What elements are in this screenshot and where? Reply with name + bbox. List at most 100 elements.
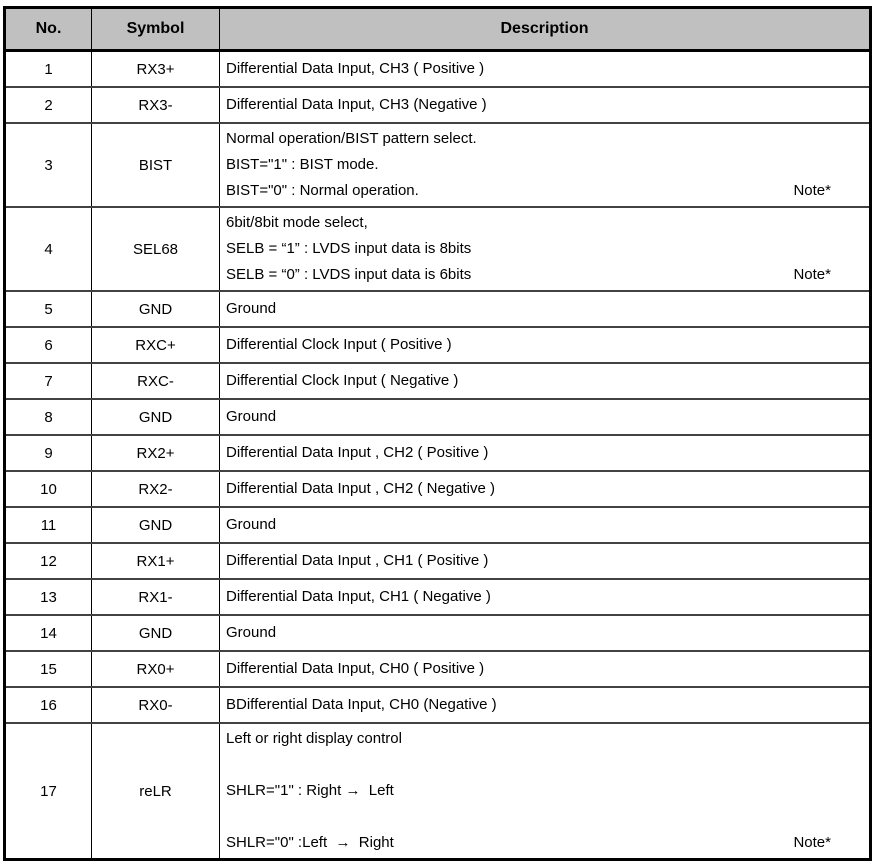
table-row: 1 RX3+ Differential Data Input, CH3 ( Po… [4, 49, 871, 88]
pin-symbol-cell: GND [91, 398, 220, 436]
description-text: Differential Data Input, CH0 ( Positive … [226, 660, 485, 677]
pin-symbol-cell: RXC+ [91, 326, 220, 364]
table-row: 17 reLR Left or right display control SH… [4, 722, 871, 861]
table-row: 7 RXC- Differential Clock Input ( Negati… [4, 362, 871, 400]
pin-description-cell: Differential Data Input , CH2 ( Negative… [219, 470, 871, 508]
note-label: Note* [793, 834, 831, 851]
description-line: BIST="0" : Normal operation. Note* [226, 178, 863, 204]
pin-number-cell: 13 [4, 578, 92, 616]
description-text: Ground [226, 408, 277, 425]
description-text: Differential Data Input , CH2 ( Positive… [226, 444, 489, 461]
description-line: Differential Clock Input ( Negative ) [226, 368, 863, 394]
table-row: 13 RX1- Differential Data Input, CH1 ( N… [4, 578, 871, 616]
column-header-no: No. [4, 7, 92, 52]
pin-symbol-cell: RX0+ [91, 650, 220, 688]
note-label: Note* [793, 266, 831, 283]
pin-symbol-cell: RX1- [91, 578, 220, 616]
description-line: Normal operation/BIST pattern select. [226, 126, 863, 152]
pin-number-cell: 14 [4, 614, 92, 652]
description-text: Normal operation/BIST pattern select. [226, 130, 477, 147]
pin-number-cell: 17 [4, 722, 92, 861]
pin-number-cell: 4 [4, 206, 92, 292]
table-row: 14 GND Ground [4, 614, 871, 652]
table-header-row: No. Symbol Description [4, 7, 871, 52]
pin-symbol-cell: GND [91, 614, 220, 652]
description-line: Differential Data Input , CH2 ( Positive… [226, 440, 863, 466]
table-row: 5 GND Ground [4, 290, 871, 328]
description-text: Differential Data Input, CH3 ( Positive … [226, 60, 485, 77]
description-text: Left or right display control [226, 730, 402, 747]
table-row: 11 GND Ground [4, 506, 871, 544]
pin-description-cell: Normal operation/BIST pattern select. BIS… [219, 122, 871, 208]
pin-symbol-cell: RX0- [91, 686, 220, 724]
description-line: Left or right display control [226, 726, 863, 752]
table-row: 16 RX0- BDifferential Data Input, CH0 (N… [4, 686, 871, 724]
pin-number-cell: 7 [4, 362, 92, 400]
description-line: Ground [226, 620, 863, 646]
description-line: Differential Data Input , CH2 ( Negative… [226, 476, 863, 502]
pin-number-cell: 6 [4, 326, 92, 364]
description-line: Differential Data Input, CH0 ( Positive … [226, 656, 863, 682]
pin-description-cell: Differential Data Input , CH2 ( Positive… [219, 434, 871, 472]
pin-number-cell: 8 [4, 398, 92, 436]
pin-number-cell: 10 [4, 470, 92, 508]
description-text: Ground [226, 624, 277, 641]
description-line: BIST="1" : BIST mode. [226, 152, 863, 178]
pin-description-cell: Differential Data Input, CH3 (Negative ) [219, 86, 871, 124]
description-text: Ground [226, 516, 277, 533]
table-body: 1 RX3+ Differential Data Input, CH3 ( Po… [4, 49, 871, 861]
description-line: Differential Data Input, CH1 ( Negative … [226, 584, 863, 610]
pin-symbol-cell: RX1+ [91, 542, 220, 580]
pin-number-cell: 3 [4, 122, 92, 208]
table-row: 3 BIST Normal operation/BIST pattern sel… [4, 122, 871, 208]
pin-number-cell: 16 [4, 686, 92, 724]
pin-symbol-cell: RX3- [91, 86, 220, 124]
description-text: Ground [226, 300, 277, 317]
table-row: 12 RX1+ Differential Data Input , CH1 ( … [4, 542, 871, 580]
description-line: BDifferential Data Input, CH0 (Negative … [226, 692, 863, 718]
pin-description-cell: 6bit/8bit mode select, SELB = “1” : LVDS … [219, 206, 871, 292]
table-row: 10 RX2- Differential Data Input , CH2 ( … [4, 470, 871, 508]
pin-symbol-cell: RX2- [91, 470, 220, 508]
description-line: Differential Clock Input ( Positive ) [226, 332, 863, 358]
description-line: SHLR="1" : Right → Left [226, 778, 863, 804]
description-text: SHLR="1" : Right → Left [226, 782, 394, 799]
description-text: Differential Clock Input ( Positive ) [226, 336, 452, 353]
description-line: Ground [226, 512, 863, 538]
description-line: 6bit/8bit mode select, [226, 210, 863, 236]
description-line: Ground [226, 296, 863, 322]
description-text: SHLR="0" :Left → Right [226, 834, 394, 851]
table-row: 6 RXC+ Differential Clock Input ( Positi… [4, 326, 871, 364]
description-text: Differential Data Input, CH1 ( Negative … [226, 588, 491, 605]
description-line: SELB = “0” : LVDS input data is 6bits Not… [226, 262, 863, 288]
pin-description-cell: Differential Data Input, CH0 ( Positive … [219, 650, 871, 688]
description-text: BDifferential Data Input, CH0 (Negative … [226, 696, 497, 713]
description-text: Differential Data Input , CH1 ( Positive… [226, 552, 489, 569]
pin-symbol-cell: reLR [91, 722, 220, 861]
note-label: Note* [793, 182, 831, 199]
column-header-description: Description [219, 7, 871, 52]
column-header-symbol: Symbol [91, 7, 220, 52]
description-text: Differential Data Input, CH3 (Negative ) [226, 96, 487, 113]
pin-number-cell: 9 [4, 434, 92, 472]
pin-number-cell: 1 [4, 49, 92, 88]
description-text: BIST="1" : BIST mode. [226, 156, 379, 173]
pin-description-table: No. Symbol Description 1 RX3+ Differenti… [3, 6, 872, 861]
description-line: SELB = “1” : LVDS input data is 8bits [226, 236, 863, 262]
pin-description-cell: Differential Data Input , CH1 ( Positive… [219, 542, 871, 580]
description-text: Differential Clock Input ( Negative ) [226, 372, 459, 389]
description-text: Differential Data Input , CH2 ( Negative… [226, 480, 496, 497]
pin-description-cell: Left or right display control SHLR="1" :… [219, 722, 871, 861]
pin-description-cell: Ground [219, 506, 871, 544]
pin-symbol-cell: GND [91, 506, 220, 544]
pin-symbol-cell: RXC- [91, 362, 220, 400]
description-line [226, 804, 863, 830]
pin-number-cell: 5 [4, 290, 92, 328]
description-text [226, 804, 230, 830]
description-line: SHLR="0" :Left → Right Note* [226, 830, 863, 856]
pin-symbol-cell: BIST [91, 122, 220, 208]
description-line: Ground [226, 404, 863, 430]
description-text [226, 752, 230, 778]
pin-number-cell: 2 [4, 86, 92, 124]
